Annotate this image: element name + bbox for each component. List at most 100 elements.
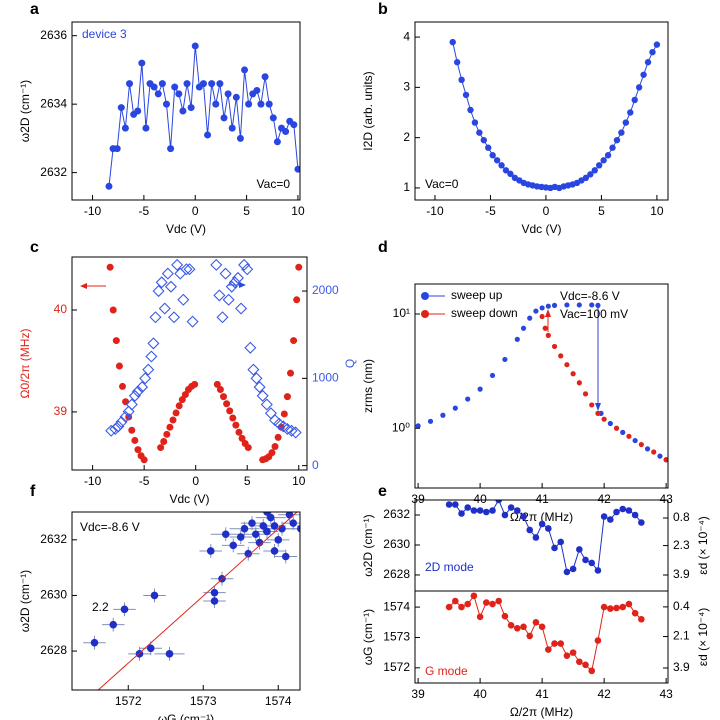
marker (576, 658, 583, 666)
x-axis-label: Ω/2π (MHz) (510, 705, 573, 719)
marker (502, 167, 510, 174)
marker (270, 547, 279, 555)
marker (609, 144, 616, 151)
annotation: Vdc=-8.6 V (80, 520, 140, 534)
marker (131, 436, 139, 444)
axes-frame (71, 21, 301, 201)
marker (538, 520, 546, 528)
marker (231, 271, 244, 284)
panel: 39 40 41 42 43 1572 1573 1574 0.4 2.1 3.9 Ω/2π (MHz… (361, 590, 710, 719)
marker (204, 131, 212, 139)
marker (136, 381, 149, 394)
annotation-arrows (80, 282, 601, 411)
marker (625, 507, 633, 514)
marker (532, 618, 540, 626)
marker (181, 391, 189, 399)
marker (653, 41, 661, 48)
marker (607, 420, 613, 427)
x-tick-label: 40 (473, 492, 487, 506)
marker (117, 104, 125, 112)
marker (569, 649, 577, 656)
y-tick-label: 2632 (40, 532, 67, 546)
marker (480, 136, 487, 144)
marker (594, 637, 602, 644)
marker (507, 170, 514, 178)
marker (464, 600, 472, 608)
marker (619, 603, 627, 611)
marker (601, 416, 607, 422)
y-axis-label: ω2D (cm⁻¹) (18, 80, 32, 142)
y-axis-label: I2D (arb. units) (361, 71, 375, 150)
marker (206, 547, 215, 555)
marker (280, 410, 288, 418)
y-tick-label: 2628 (40, 643, 67, 657)
marker (595, 410, 601, 416)
legend-marker (421, 292, 429, 300)
marker (187, 104, 195, 112)
marker (507, 622, 515, 629)
marker (563, 568, 571, 576)
marker (557, 538, 565, 546)
plot-area (83, 512, 300, 690)
marker (139, 372, 152, 385)
marker (235, 428, 243, 436)
marker (557, 640, 565, 647)
marker (632, 437, 638, 444)
y-axis-label: ω2D (cm⁻¹) (361, 514, 375, 576)
marker (213, 380, 221, 388)
marker (483, 599, 490, 606)
marker (281, 552, 290, 561)
marker (113, 145, 121, 153)
marker (106, 263, 114, 271)
marker (533, 308, 539, 314)
marker (109, 620, 118, 629)
x-tick-label: 41 (535, 687, 549, 701)
x-axis-label: ωG (cm⁻¹) (158, 712, 214, 720)
marker (458, 76, 465, 84)
marker (244, 341, 257, 354)
plot-area (105, 258, 303, 464)
marker (520, 623, 527, 631)
panel: a -10 -5 0 5 10 2632 2634 2636 Vdc (V) ω2D (cm⁻¹) d… (18, 1, 305, 236)
x-tick-label: 0 (192, 474, 199, 488)
marker (538, 623, 546, 631)
marker (212, 100, 220, 108)
marker (631, 511, 639, 519)
marker (589, 402, 595, 408)
y-tick-label: 1573 (383, 630, 410, 644)
x-tick-label: 5 (243, 204, 250, 218)
marker (274, 536, 283, 544)
marker (247, 363, 260, 376)
marker (627, 109, 634, 116)
arrowhead (545, 309, 551, 317)
marker (269, 114, 277, 122)
marker (134, 446, 142, 454)
x-axis-label: Vdc (V) (166, 222, 206, 236)
marker (128, 389, 141, 402)
marker (161, 267, 174, 280)
marker (232, 421, 240, 429)
marker (545, 303, 551, 309)
marker (545, 646, 552, 653)
marker (498, 162, 505, 169)
marker (476, 613, 484, 621)
marker (495, 597, 503, 605)
marker (295, 263, 303, 271)
panel: b -10 -5 0 5 10 1 2 3 4 Vdc (V) I2D (arb. units) Vac… (361, 1, 669, 236)
marker (109, 306, 117, 314)
marker (464, 504, 472, 511)
marker (232, 93, 240, 101)
y-tick-label: 4 (403, 29, 410, 43)
y2-tick-label: 0.4 (673, 599, 690, 613)
y-tick-label: 39 (54, 404, 68, 418)
plot-area (445, 500, 645, 576)
y-tick-label: 2630 (383, 537, 410, 551)
marker (551, 302, 558, 308)
marker (221, 530, 230, 539)
marker (241, 66, 249, 74)
marker (613, 136, 621, 144)
marker (273, 138, 281, 146)
marker (169, 416, 177, 424)
marker (545, 525, 552, 532)
